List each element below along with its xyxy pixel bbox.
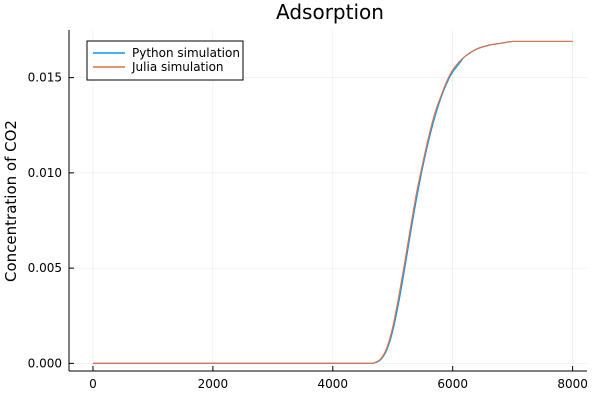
x-tick-label: 0 — [89, 377, 97, 391]
y-tick-label: 0.010 — [28, 166, 62, 180]
y-tick-label: 0.015 — [28, 71, 62, 85]
x-tick-label: 8000 — [557, 377, 588, 391]
x-tick-label: 2000 — [198, 377, 229, 391]
tick-labels: 0 2000 4000 6000 8000 0.000 0.005 0.010 0.015 — [28, 71, 588, 391]
chart-title: Adsorption — [276, 0, 384, 24]
x-tick-label: 4000 — [318, 377, 349, 391]
grid — [69, 30, 587, 371]
series-lines — [92, 40, 573, 364]
axes — [68, 30, 587, 372]
legend-entry-label: Python simulation — [132, 46, 240, 60]
series-line-julia-simulation — [92, 40, 573, 364]
legend-entry-label: Julia simulation — [131, 60, 224, 74]
y-tick-label: 0.000 — [28, 356, 62, 370]
y-tick-label: 0.005 — [28, 261, 62, 275]
legend-box — [86, 40, 244, 81]
x-tick-label: 6000 — [437, 377, 468, 391]
y-axis-label: Concentration of CO2 — [2, 120, 20, 282]
